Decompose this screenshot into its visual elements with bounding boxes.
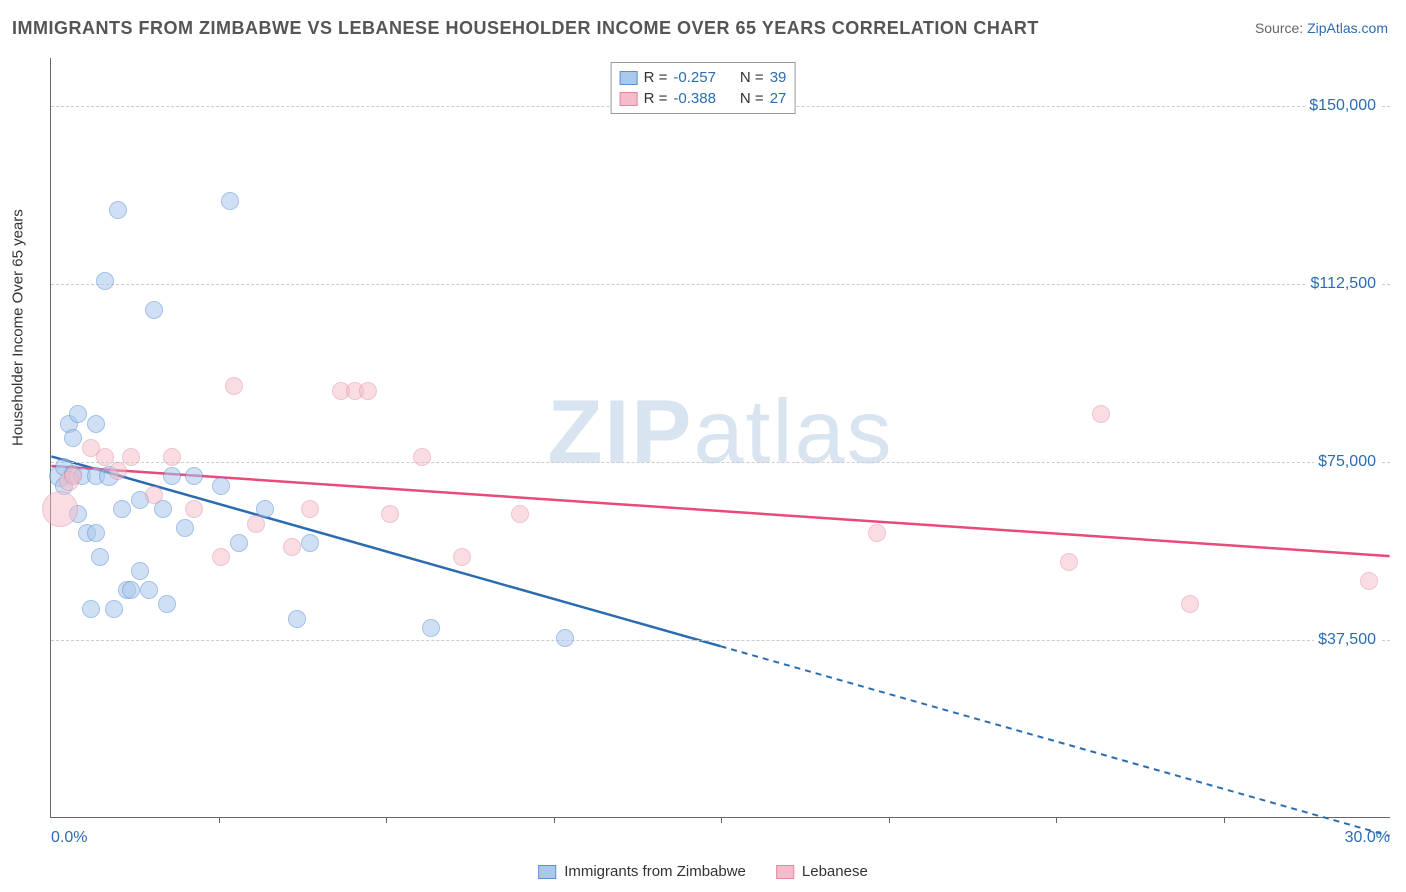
data-point [145,486,163,504]
data-point [131,562,149,580]
x-axis-min-label: 0.0% [51,829,87,847]
data-point [64,467,82,485]
legend-swatch [620,92,638,106]
n-value: 39 [770,69,787,86]
chart-title: IMMIGRANTS FROM ZIMBABWE VS LEBANESE HOU… [12,18,1039,39]
r-value: -0.388 [673,90,716,107]
n-value: 27 [770,90,787,107]
data-point [105,600,123,618]
data-point [87,415,105,433]
data-point [381,505,399,523]
gridline [51,284,1390,285]
data-point [230,534,248,552]
data-point [453,548,471,566]
data-point [301,500,319,518]
stats-legend-box: R =-0.257N =39R =-0.388N =27 [611,62,796,114]
trend-line [51,456,720,646]
legend-swatch [620,71,638,85]
data-point [868,524,886,542]
data-point [82,600,100,618]
data-point [87,524,105,542]
data-point [511,505,529,523]
data-point [64,429,82,447]
y-tick-label: $150,000 [1305,97,1380,115]
data-point [212,548,230,566]
y-tick-label: $75,000 [1314,453,1380,471]
x-tick [554,817,555,823]
x-axis-max-label: 30.0% [1345,829,1390,847]
y-tick-label: $37,500 [1314,631,1380,649]
data-point [69,405,87,423]
trend-line-extrapolated [721,646,1390,836]
stats-row: R =-0.388N =27 [620,88,787,109]
data-point [301,534,319,552]
bottom-legend: Immigrants from Zimbabwe Lebanese [538,863,868,880]
plot-area: ZIPatlas $37,500$75,000$112,500$150,0000… [50,58,1390,818]
legend-item: Immigrants from Zimbabwe [538,863,746,880]
source-label: Source: ZipAtlas.com [1255,20,1388,36]
x-tick [1224,817,1225,823]
data-point [212,477,230,495]
trend-line [51,466,1389,556]
data-point [185,467,203,485]
data-point [1181,595,1199,613]
data-point [359,382,377,400]
data-point [163,448,181,466]
y-axis-title: Householder Income Over 65 years [10,209,27,446]
y-tick-label: $112,500 [1306,275,1380,293]
trend-lines [51,58,1390,817]
data-point [283,538,301,556]
source-link[interactable]: ZipAtlas.com [1307,20,1388,36]
data-point [122,448,140,466]
data-point [288,610,306,628]
data-point [413,448,431,466]
data-point [1092,405,1110,423]
stats-row: R =-0.257N =39 [620,67,787,88]
legend-label: Lebanese [802,863,868,880]
data-point [113,500,131,518]
data-point [140,581,158,599]
data-point [96,272,114,290]
data-point [122,581,140,599]
data-point [1360,572,1378,590]
data-point [158,595,176,613]
legend-item: Lebanese [776,863,868,880]
data-point [42,491,78,527]
x-tick [721,817,722,823]
watermark: ZIPatlas [547,381,893,484]
r-value: -0.257 [673,69,716,86]
legend-label: Immigrants from Zimbabwe [564,863,746,880]
data-point [1060,553,1078,571]
x-tick [219,817,220,823]
data-point [96,448,114,466]
x-tick [1056,817,1057,823]
data-point [109,201,127,219]
data-point [225,377,243,395]
data-point [176,519,194,537]
x-tick [889,817,890,823]
data-point [145,301,163,319]
data-point [91,548,109,566]
data-point [185,500,203,518]
legend-swatch [776,865,794,879]
data-point [221,192,239,210]
data-point [422,619,440,637]
data-point [163,467,181,485]
legend-swatch [538,865,556,879]
gridline [51,462,1390,463]
data-point [247,515,265,533]
data-point [109,462,127,480]
x-tick [386,817,387,823]
chart-container: IMMIGRANTS FROM ZIMBABWE VS LEBANESE HOU… [0,0,1406,892]
data-point [556,629,574,647]
gridline [51,640,1390,641]
